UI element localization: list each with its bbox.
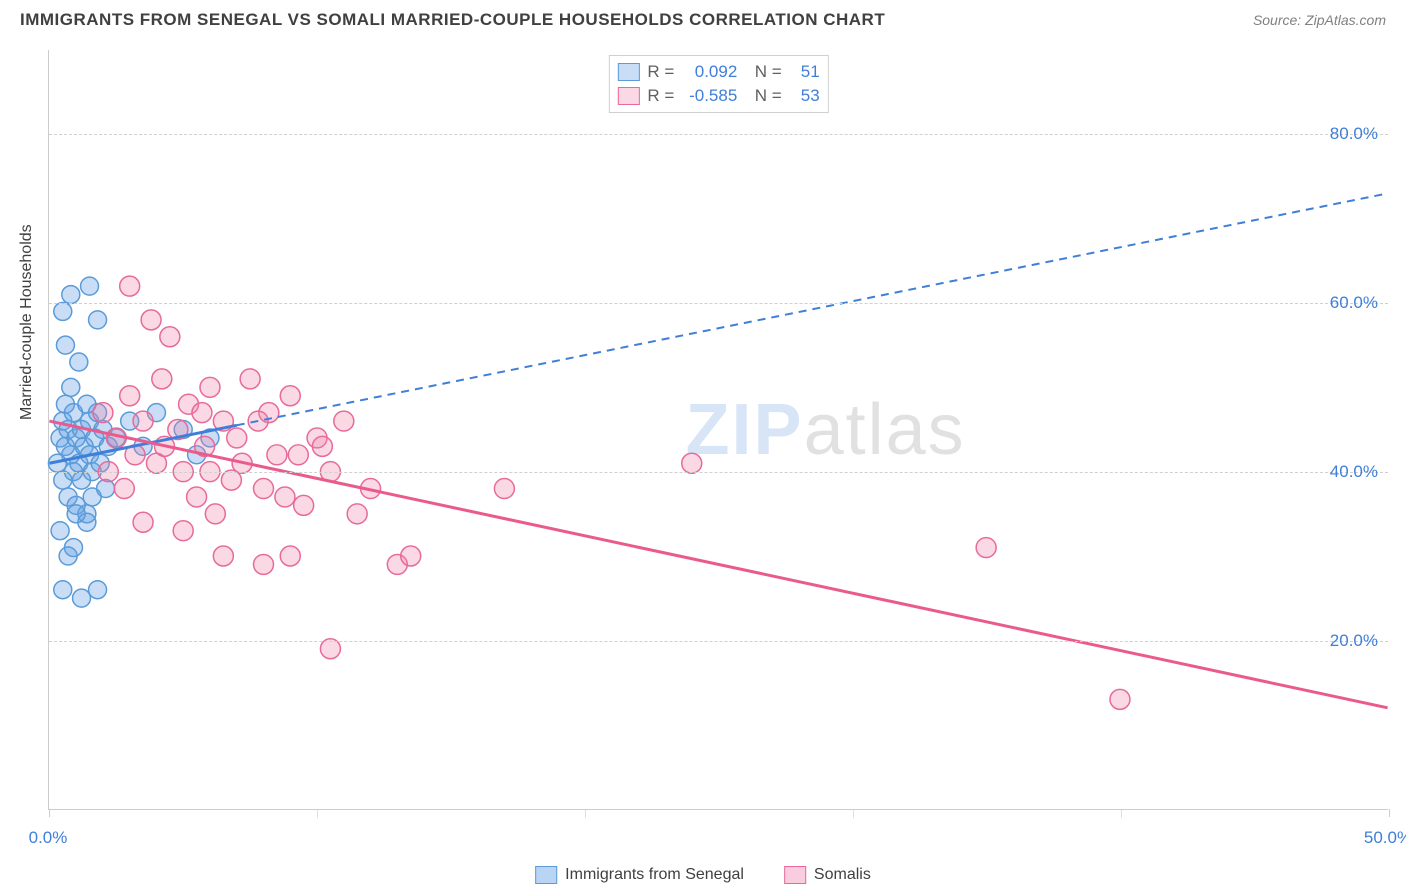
legend-swatch <box>617 87 639 105</box>
data-point <box>288 445 308 465</box>
legend-swatch <box>617 63 639 81</box>
y-tick-label: 40.0% <box>1330 462 1378 482</box>
data-point <box>62 378 80 396</box>
data-point <box>213 546 233 566</box>
y-tick-label: 20.0% <box>1330 631 1378 651</box>
data-point <box>275 487 295 507</box>
data-point <box>200 377 220 397</box>
data-point <box>67 505 85 523</box>
page-title: IMMIGRANTS FROM SENEGAL VS SOMALI MARRIE… <box>20 10 885 30</box>
data-point <box>114 479 134 499</box>
legend-swatch <box>784 866 806 884</box>
stats-legend-box: R = 0.092 N = 51 R = -0.585 N = 53 <box>608 55 828 113</box>
stat-r-value: 0.092 <box>682 62 737 82</box>
data-point <box>976 538 996 558</box>
x-tick-label: 0.0% <box>29 828 68 848</box>
data-point <box>334 411 354 431</box>
data-point <box>83 488 101 506</box>
legend-label: Immigrants from Senegal <box>565 866 744 884</box>
trend-line <box>49 421 1387 708</box>
stat-r-label: R = <box>647 62 674 82</box>
data-point <box>173 521 193 541</box>
data-point <box>192 403 212 423</box>
data-point <box>81 277 99 295</box>
gridline-horizontal <box>49 472 1388 473</box>
gridline-horizontal <box>49 641 1388 642</box>
stat-n-value: 53 <box>790 86 820 106</box>
stat-n-label: N = <box>745 62 781 82</box>
data-point <box>73 589 91 607</box>
stat-r-value: -0.585 <box>682 86 737 106</box>
data-point <box>187 487 207 507</box>
header: IMMIGRANTS FROM SENEGAL VS SOMALI MARRIE… <box>0 0 1406 35</box>
data-point <box>267 445 287 465</box>
stat-n-label: N = <box>745 86 781 106</box>
gridline-horizontal <box>49 303 1388 304</box>
data-point <box>133 411 153 431</box>
data-point <box>59 547 77 565</box>
y-axis-label: Married-couple Households <box>18 224 36 420</box>
stats-legend-row: R = 0.092 N = 51 <box>617 60 819 84</box>
chart-plot-area: ZIPatlas R =0.092 N =51R =-0.585 N =53 2… <box>48 50 1388 810</box>
data-point <box>120 386 140 406</box>
gridline-horizontal <box>49 134 1388 135</box>
data-point <box>240 369 260 389</box>
data-point <box>294 495 314 515</box>
data-point <box>1110 689 1130 709</box>
x-tick <box>1389 809 1390 817</box>
stat-n-value: 51 <box>790 62 820 82</box>
source-attribution: Source: ZipAtlas.com <box>1253 12 1386 28</box>
data-point <box>160 327 180 347</box>
stat-r-label: R = <box>647 86 674 106</box>
legend-item: Immigrants from Senegal <box>535 866 744 884</box>
data-point <box>70 353 88 371</box>
data-point <box>89 581 107 599</box>
data-point <box>62 286 80 304</box>
data-point <box>682 453 702 473</box>
y-tick-label: 60.0% <box>1330 293 1378 313</box>
data-point <box>120 276 140 296</box>
data-point <box>56 336 74 354</box>
x-tick-label: 50.0% <box>1364 828 1406 848</box>
data-point <box>152 369 172 389</box>
data-point <box>494 479 514 499</box>
data-point <box>51 522 69 540</box>
data-point <box>141 310 161 330</box>
data-point <box>133 512 153 532</box>
data-point <box>227 428 247 448</box>
trend-line-dashed <box>237 193 1388 425</box>
data-point <box>54 302 72 320</box>
data-point <box>401 546 421 566</box>
data-point <box>205 504 225 524</box>
data-point <box>347 504 367 524</box>
data-point <box>280 386 300 406</box>
data-point <box>254 554 274 574</box>
legend-swatch <box>535 866 557 884</box>
legend-item: Somalis <box>784 866 871 884</box>
bottom-legend: Immigrants from Senegal Somalis <box>535 866 871 884</box>
x-tick <box>49 809 50 817</box>
data-point <box>89 311 107 329</box>
stats-legend-row: R = -0.585 N = 53 <box>617 84 819 108</box>
scatter-plot-svg <box>49 50 1388 809</box>
data-point <box>93 403 113 423</box>
data-point <box>280 546 300 566</box>
data-point <box>54 581 72 599</box>
data-point <box>312 436 332 456</box>
y-tick-label: 80.0% <box>1330 124 1378 144</box>
legend-label: Somalis <box>814 866 871 884</box>
data-point <box>254 479 274 499</box>
